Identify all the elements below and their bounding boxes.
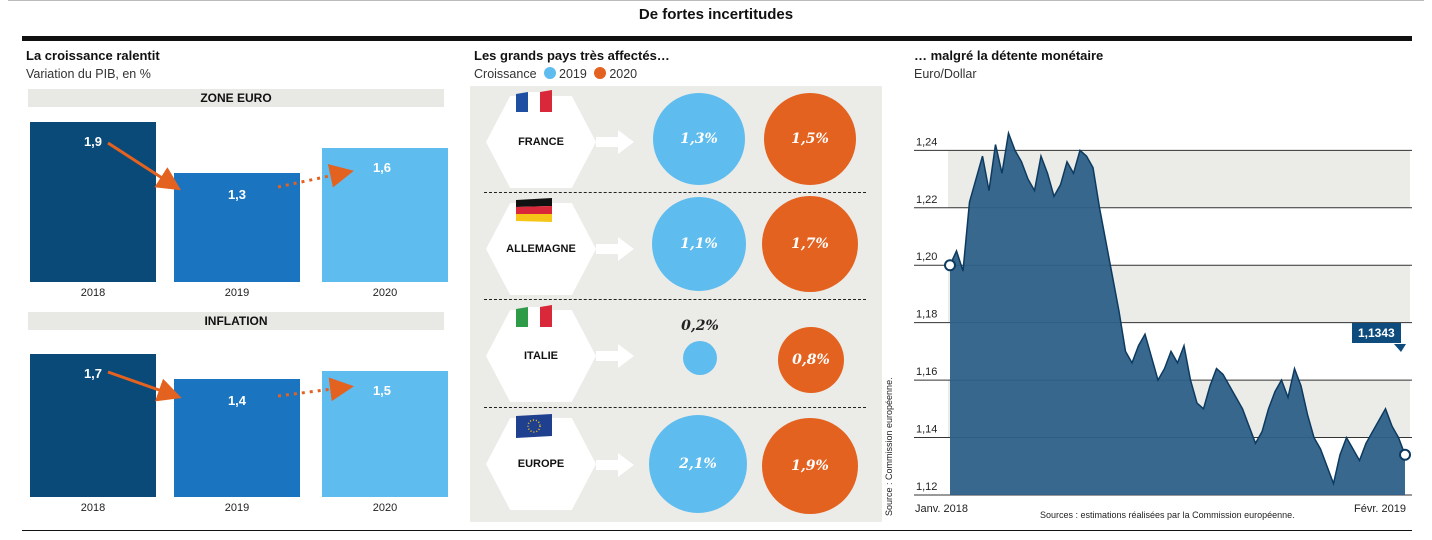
y-tick-label: 1,14 [916, 424, 937, 436]
x-tick-label: 2018 [80, 287, 106, 299]
x-tick-label: 2020 [372, 287, 398, 299]
row-separator [484, 407, 866, 408]
bubble-2019: 1,1% [652, 197, 746, 291]
x-start-label: Janv. 2018 [915, 503, 969, 515]
y-tick-label: 1,20 [916, 251, 937, 263]
right-subheading: Euro/Dollar [914, 67, 977, 81]
bubble-2020: 0,8% [778, 327, 844, 393]
legend-2019-label: 2019 [559, 67, 587, 81]
country-name: EUROPE [517, 458, 565, 470]
legend-2020-swatch [594, 67, 607, 79]
right-heading: … malgré la détente monétaire [914, 48, 1104, 63]
bar-2018 [30, 122, 156, 282]
down-arrow-inflation [107, 370, 182, 402]
bar-2019 [174, 172, 300, 282]
x-tick-label: 2019 [224, 287, 250, 299]
panel-label-zone-euro: ZONE EURO [28, 89, 444, 107]
bubble-2019: 2,1% [649, 415, 747, 513]
bar-value-label: 1,4 [227, 393, 247, 409]
middle-source: Source : Commission européenne. [884, 377, 894, 516]
germany-flag-icon [516, 198, 552, 222]
down-arrow-zone-euro [107, 141, 182, 191]
bar-value-label: 1,6 [372, 159, 392, 175]
legend-2020-label: 2020 [609, 67, 638, 81]
middle-heading: Les grands pays très affectés… [474, 48, 670, 63]
legend-2019-swatch [544, 67, 557, 79]
right-footer-source: Sources : estimations réalisées par la C… [1040, 510, 1295, 520]
italy-flag-icon [516, 305, 552, 327]
value-2019-label: 0,2% [681, 318, 719, 334]
x-tick-label: 2020 [372, 502, 398, 514]
eu-flag-icon [516, 414, 552, 438]
y-tick-label: 1,22 [916, 194, 937, 206]
left-heading: La croissance ralentit [26, 48, 160, 63]
y-tick-label: 1,18 [916, 309, 937, 321]
arrow-right-icon [596, 237, 634, 261]
y-tick-label: 1,12 [916, 481, 937, 493]
arrow-right-icon [596, 130, 634, 154]
fx-line [949, 130, 1406, 487]
bar-value-label: 1,7 [83, 366, 103, 382]
arrow-right-icon [596, 453, 634, 477]
header-rule [22, 36, 1412, 41]
country-name: ALLEMAGNE [506, 243, 576, 255]
bubble-2019: 1,3% [653, 93, 745, 185]
last-value-badge: 1,1343 [1352, 323, 1401, 343]
euro-dollar-chart: 1,24 1,22 1,20 1,18 1,16 1,14 1,12 [914, 130, 1412, 496]
start-point [944, 259, 956, 272]
country-name: ITALIE [523, 350, 558, 362]
up-arrow-inflation [277, 377, 354, 402]
bubble-2020: 1,9% [762, 418, 858, 514]
up-arrow-zone-euro [277, 164, 354, 189]
bar-value-label: 1,9 [83, 134, 103, 150]
left-subheading: Variation du PIB, en % [26, 67, 151, 81]
arrow-right-icon [596, 344, 634, 368]
bubble-2020: 1,7% [762, 196, 858, 292]
x-tick-label: 2018 [80, 502, 106, 514]
panel-label-inflation: INFLATION [28, 312, 444, 330]
legend-prefix: Croissance [474, 67, 537, 81]
bar-2019 [174, 379, 300, 497]
row-separator [484, 192, 866, 193]
row-separator [484, 299, 866, 300]
bubble-2019 [683, 341, 717, 375]
bar-value-label: 1,3 [227, 186, 247, 202]
france-flag-icon [516, 90, 552, 112]
bottom-rule [22, 530, 1412, 531]
fx-area [950, 133, 1405, 495]
badge-pointer-icon [1394, 344, 1406, 352]
bar-value-label: 1,5 [372, 383, 392, 398]
y-tick-label: 1,16 [916, 366, 937, 378]
x-tick-label: 2019 [224, 502, 250, 514]
country-name: FRANCE [518, 136, 564, 148]
bar-2018 [30, 354, 156, 497]
middle-legend: Croissance 2019 2020 [474, 67, 637, 81]
trend-arrows [107, 141, 354, 402]
bubble-2020: 1,5% [764, 93, 856, 185]
top-rule [8, 0, 1424, 1]
page-title: De fortes incertitudes [638, 6, 794, 23]
y-tick-label: 1,24 [916, 136, 937, 148]
x-end-label: Févr. 2019 [1354, 503, 1406, 515]
end-point [1399, 448, 1411, 461]
